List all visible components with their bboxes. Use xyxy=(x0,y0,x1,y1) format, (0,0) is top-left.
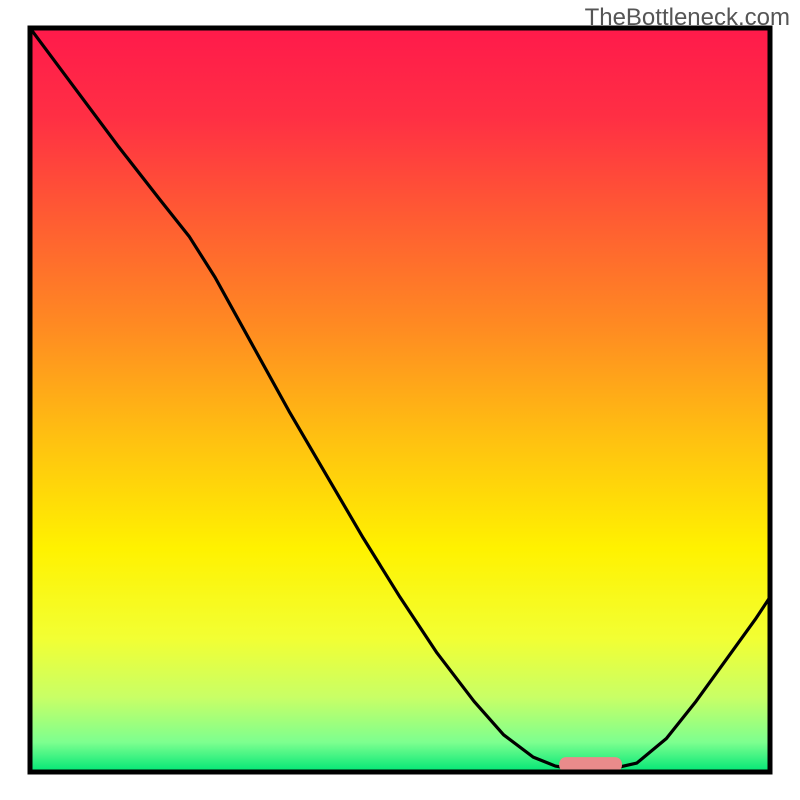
bottleneck-chart xyxy=(0,0,800,800)
chart-container: { "watermark": { "text": "TheBottleneck.… xyxy=(0,0,800,800)
watermark-text: TheBottleneck.com xyxy=(585,4,790,32)
gradient-background xyxy=(30,28,770,772)
plot-area xyxy=(30,28,770,772)
